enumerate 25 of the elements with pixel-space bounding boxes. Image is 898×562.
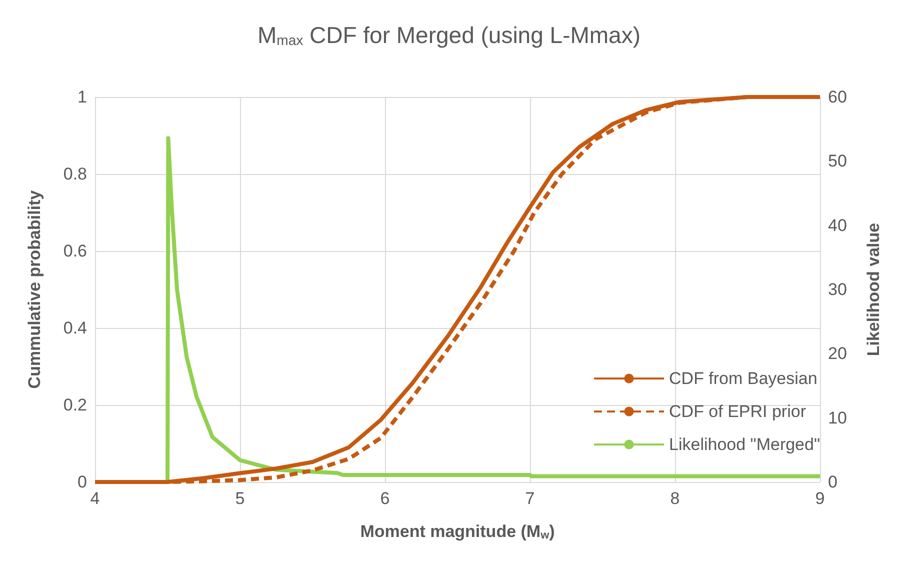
legend-label: CDF from Bayesian xyxy=(669,369,818,388)
y-axis-title: Cummulative probability xyxy=(25,190,44,389)
x-tick-label: 9 xyxy=(815,489,825,508)
x-tick-label: 5 xyxy=(235,489,245,508)
y2-tick-label: 60 xyxy=(828,88,847,106)
x-tick-label: 6 xyxy=(380,489,390,508)
legend-label: Likelihood "Merged" xyxy=(669,435,820,454)
y2-tick-label: 30 xyxy=(828,280,847,299)
x-tick-label: 7 xyxy=(525,489,535,508)
chart-title: Mmax CDF for Merged (using L-Mmax) xyxy=(257,22,641,48)
y-tick-label: 0.6 xyxy=(63,242,87,260)
y-tick-label: 0.4 xyxy=(63,318,87,338)
y2-tick-label: 10 xyxy=(828,408,847,428)
x-tick-label: 8 xyxy=(670,489,680,508)
y2-tick-label: 50 xyxy=(828,152,847,171)
y-tick-label: 0.8 xyxy=(63,164,87,184)
y2-tick-label: 40 xyxy=(828,216,847,235)
y2-axis-title: Likelihood value xyxy=(864,222,883,356)
y2-tick-label: 20 xyxy=(828,344,847,364)
y-tick-label: 0.2 xyxy=(63,396,87,414)
y-tick-label: 1 xyxy=(78,88,87,106)
legend-label: CDF of EPRI prior xyxy=(669,402,806,421)
y2-tick-label: 0 xyxy=(828,472,838,492)
y-tick-label: 0 xyxy=(78,472,87,492)
x-tick-label: 4 xyxy=(90,489,100,508)
